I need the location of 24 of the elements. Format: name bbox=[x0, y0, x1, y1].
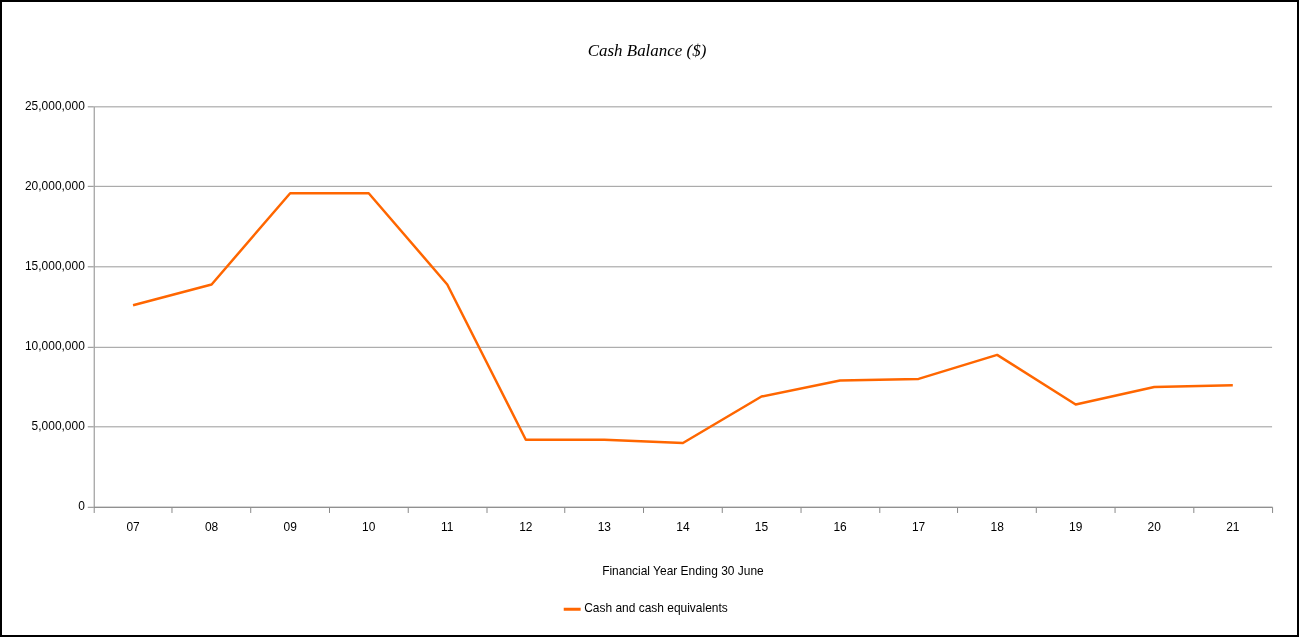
x-tick-label: 13 bbox=[597, 520, 612, 535]
y-tick-label: 25,000,000 bbox=[24, 99, 86, 114]
x-axis-title: Financial Year Ending 30 June bbox=[602, 564, 765, 579]
x-tick-label: 17 bbox=[911, 520, 926, 535]
x-tick-label: 15 bbox=[754, 520, 769, 535]
y-tick-label: 15,000,000 bbox=[24, 259, 86, 274]
x-tick-label: 16 bbox=[833, 520, 848, 535]
x-tick-label: 08 bbox=[204, 520, 219, 535]
x-tick-label: 07 bbox=[126, 520, 141, 535]
x-tick-label: 09 bbox=[283, 520, 298, 535]
x-tick-label: 18 bbox=[990, 520, 1005, 535]
x-tick-label: 19 bbox=[1069, 520, 1083, 535]
x-tick-label: 21 bbox=[1226, 520, 1240, 535]
y-tick-label: 20,000,000 bbox=[24, 179, 86, 194]
x-tick-label: 10 bbox=[362, 520, 376, 535]
x-tick-label: 11 bbox=[441, 520, 454, 535]
legend-label: Cash and cash equivalents bbox=[584, 601, 728, 616]
y-tick-label: 5,000,000 bbox=[31, 419, 86, 434]
x-tick-label: 14 bbox=[676, 520, 690, 535]
x-tick-label: 20 bbox=[1147, 520, 1162, 535]
chart-title: Cash Balance ($) bbox=[587, 41, 707, 61]
y-tick-label: 10,000,000 bbox=[24, 339, 86, 354]
x-tick-label: 12 bbox=[519, 520, 533, 535]
y-tick-label: 0 bbox=[78, 499, 86, 514]
